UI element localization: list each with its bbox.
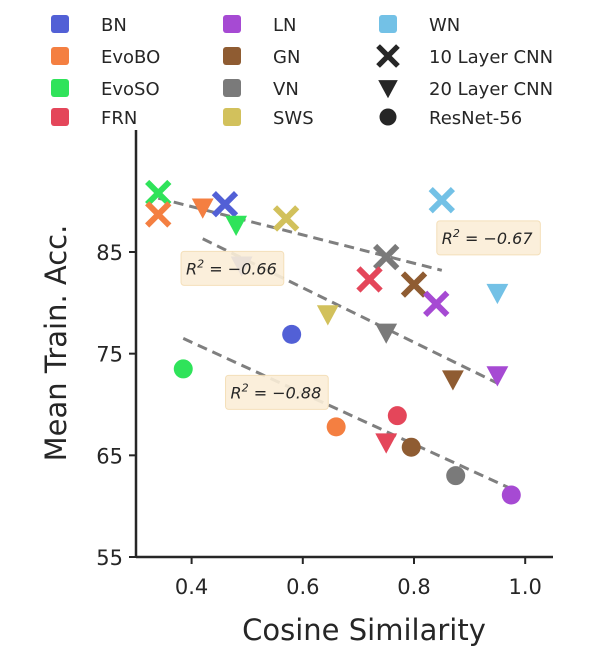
r2-annotation-20-layer-cnn: R2 = −0.66 bbox=[180, 250, 285, 286]
r2-annotation-resnet-56: R2 = −0.88 bbox=[225, 374, 329, 410]
legend-item-20-layer-cnn: 20 Layer CNN bbox=[378, 79, 553, 100]
legend-label: BN bbox=[101, 15, 127, 36]
legend-swatch bbox=[223, 47, 241, 65]
ticks: 0.4 0.6 0.8 1.0 55 65 75 85 bbox=[96, 241, 542, 599]
y-tick-label: 55 bbox=[96, 546, 123, 570]
legend-swatch bbox=[223, 108, 241, 126]
legend-swatch bbox=[51, 79, 69, 97]
legend-swatch bbox=[51, 108, 69, 126]
legend-label: 10 Layer CNN bbox=[429, 47, 553, 68]
legend-label: LN bbox=[273, 15, 297, 36]
legend-item-frn: FRN bbox=[51, 108, 137, 129]
point-20-layer-cnn-evobo bbox=[191, 198, 214, 219]
x-tick-label: 0.4 bbox=[175, 575, 208, 599]
legend-swatch bbox=[51, 47, 69, 65]
point-resnet-56-evoso bbox=[173, 359, 193, 379]
legend-swatch bbox=[379, 15, 397, 33]
legend-swatch bbox=[51, 15, 69, 33]
legend-item-vn: VN bbox=[223, 79, 299, 100]
legend-item-bn: BN bbox=[51, 15, 127, 36]
point-20-layer-cnn-vn bbox=[375, 323, 398, 344]
point-resnet-56-vn bbox=[446, 466, 466, 486]
legend-label: FRN bbox=[101, 108, 137, 129]
x-axis-label: Cosine Similarity bbox=[242, 613, 486, 647]
annotations: R2 = −0.67 R2 = −0.66 R2 = −0.88 bbox=[180, 220, 541, 410]
point-20-layer-cnn-frn bbox=[375, 433, 398, 454]
legend: BN EvoBO EvoSO FRN LN GN VN SWS WN 10 Layer CNN 20… bbox=[51, 15, 553, 129]
point-20-layer-cnn-sws bbox=[316, 305, 339, 326]
point-20-layer-cnn-evoso bbox=[225, 215, 248, 237]
y-axis-label: Mean Train. Acc. bbox=[39, 225, 73, 462]
legend-label: SWS bbox=[273, 108, 314, 129]
point-10-layer-cnn-frn bbox=[356, 266, 383, 293]
y-tick-label: 85 bbox=[96, 241, 123, 265]
point-10-layer-cnn-sws bbox=[272, 205, 300, 232]
point-20-layer-cnn-wn bbox=[486, 283, 509, 305]
legend-item-evoso: EvoSO bbox=[51, 79, 160, 100]
point-resnet-56-gn bbox=[401, 437, 421, 457]
r2-annotation-10-layer-cnn: R2 = −0.67 bbox=[436, 220, 541, 256]
svg-text:R2 = −0.66: R2 = −0.66 bbox=[186, 257, 277, 278]
point-20-layer-cnn-ln bbox=[486, 366, 509, 387]
point-10-layer-cnn-gn bbox=[400, 271, 428, 298]
point-10-layer-cnn-vn bbox=[373, 243, 400, 271]
x-tick-label: 0.6 bbox=[286, 575, 319, 599]
point-10-layer-cnn-ln bbox=[423, 290, 450, 318]
svg-text:R2 = −0.88: R2 = −0.88 bbox=[231, 381, 322, 402]
point-resnet-56-bn bbox=[282, 324, 302, 344]
legend-label: WN bbox=[429, 15, 460, 36]
y-tick-label: 65 bbox=[96, 444, 123, 468]
svg-text:R2 = −0.67: R2 = −0.67 bbox=[442, 227, 534, 248]
legend-marker bbox=[379, 108, 397, 126]
y-tick-label: 75 bbox=[96, 343, 123, 367]
point-10-layer-cnn-evoso bbox=[145, 179, 172, 207]
trend-line-resnet-56 bbox=[182, 337, 512, 491]
point-10-layer-cnn-bn bbox=[211, 191, 239, 218]
point-10-layer-cnn-evobo bbox=[145, 201, 172, 228]
point-20-layer-cnn-gn bbox=[441, 370, 464, 391]
legend-item-gn: GN bbox=[223, 47, 300, 68]
legend-item-resnet-56: ResNet-56 bbox=[379, 108, 522, 129]
point-10-layer-cnn-wn bbox=[428, 186, 455, 214]
legend-swatch bbox=[223, 79, 241, 97]
x-tick-label: 1.0 bbox=[508, 575, 541, 599]
legend-label: VN bbox=[273, 79, 299, 100]
point-resnet-56-evobo bbox=[326, 417, 346, 437]
legend-item-ln: LN bbox=[223, 15, 297, 36]
legend-item-wn: WN bbox=[379, 15, 460, 36]
legend-item-evobo: EvoBO bbox=[51, 47, 160, 68]
legend-item-sws: SWS bbox=[223, 108, 314, 129]
legend-swatch bbox=[223, 15, 241, 33]
legend-label: GN bbox=[273, 47, 300, 68]
legend-marker bbox=[376, 44, 400, 68]
legend-label: EvoBO bbox=[101, 47, 160, 68]
legend-label: 20 Layer CNN bbox=[429, 79, 553, 100]
legend-item-10-layer-cnn: 10 Layer CNN bbox=[376, 44, 553, 68]
point-resnet-56-ln bbox=[501, 485, 521, 505]
point-resnet-56-frn bbox=[387, 406, 407, 426]
x-tick-label: 0.8 bbox=[397, 575, 430, 599]
legend-label: ResNet-56 bbox=[429, 108, 522, 129]
axes bbox=[134, 130, 553, 559]
legend-label: EvoSO bbox=[101, 79, 160, 100]
legend-marker bbox=[378, 80, 398, 99]
